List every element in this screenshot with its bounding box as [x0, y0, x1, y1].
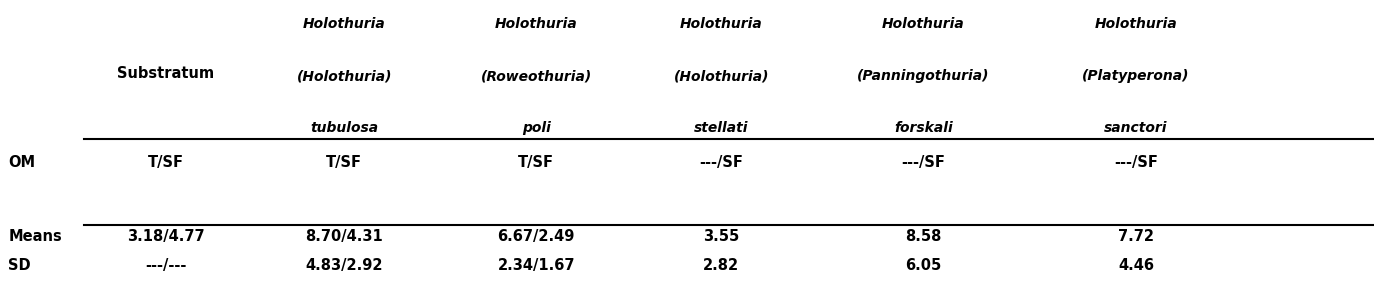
Text: 2.82: 2.82	[703, 258, 739, 273]
Text: ---/SF: ---/SF	[1114, 155, 1158, 170]
Text: Holothuria: Holothuria	[302, 17, 386, 31]
Text: T/SF: T/SF	[148, 155, 184, 170]
Text: 6.67/2.49: 6.67/2.49	[497, 229, 574, 244]
Text: OM: OM	[8, 155, 36, 170]
Text: stellati: stellati	[694, 121, 749, 135]
Text: tubulosa: tubulosa	[311, 121, 378, 135]
Text: poli: poli	[522, 121, 551, 135]
Text: 8.70/4.31: 8.70/4.31	[305, 229, 383, 244]
Text: 4.46: 4.46	[1118, 258, 1154, 273]
Text: Holothuria: Holothuria	[1095, 17, 1178, 31]
Text: (Holothuria): (Holothuria)	[673, 69, 769, 83]
Text: 4.83/2.92: 4.83/2.92	[305, 258, 383, 273]
Text: 7.72: 7.72	[1118, 229, 1154, 244]
Text: SD: SD	[8, 258, 30, 273]
Text: (Platyperona): (Platyperona)	[1083, 69, 1190, 83]
Text: (Panningothuria): (Panningothuria)	[857, 69, 989, 83]
Text: forskali: forskali	[894, 121, 954, 135]
Text: (Roweothuria): (Roweothuria)	[481, 69, 592, 83]
Text: T/SF: T/SF	[518, 155, 554, 170]
Text: Holothuria: Holothuria	[680, 17, 763, 31]
Text: 8.58: 8.58	[905, 229, 941, 244]
Text: 2.34/1.67: 2.34/1.67	[497, 258, 574, 273]
Text: 6.05: 6.05	[905, 258, 941, 273]
Text: Holothuria: Holothuria	[495, 17, 577, 31]
Text: Holothuria: Holothuria	[882, 17, 965, 31]
Text: Substratum: Substratum	[117, 66, 214, 81]
Text: (Holothuria): (Holothuria)	[297, 69, 392, 83]
Text: ---/SF: ---/SF	[699, 155, 743, 170]
Text: T/SF: T/SF	[326, 155, 363, 170]
Text: Means: Means	[8, 229, 62, 244]
Text: sanctori: sanctori	[1105, 121, 1168, 135]
Text: 3.55: 3.55	[703, 229, 739, 244]
Text: 3.18/4.77: 3.18/4.77	[128, 229, 205, 244]
Text: ---/---: ---/---	[146, 258, 187, 273]
Text: ---/SF: ---/SF	[901, 155, 945, 170]
